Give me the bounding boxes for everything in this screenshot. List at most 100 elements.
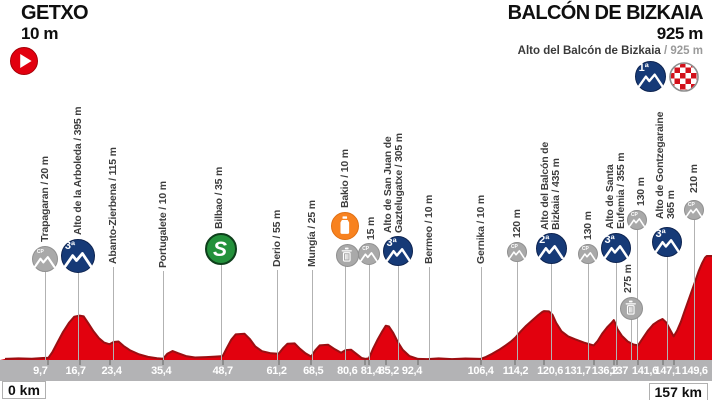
distance-tick-mark xyxy=(543,360,546,365)
climb-category-label: 3ª xyxy=(655,228,666,240)
waypoint-connector-line xyxy=(163,271,164,360)
climb-category-label: 3ª xyxy=(64,240,76,252)
waypoint-label-line: 210 m xyxy=(687,164,700,193)
waypoint-label-line: Mungía / 25 m xyxy=(305,200,318,267)
waypoint-label: Alto de Gontzegaraine 365 m xyxy=(654,112,677,219)
distance-tick-label: 149,6 xyxy=(681,365,708,377)
cp-label: CP xyxy=(362,245,370,252)
distance-tick-mark xyxy=(108,360,111,365)
distance-tick-label: 92,4 xyxy=(401,365,423,377)
distance-tick-mark xyxy=(364,360,367,365)
distance-tick-mark xyxy=(417,360,420,365)
mountain-icon xyxy=(629,217,645,227)
distance-tick-label: 23,4 xyxy=(101,365,122,377)
category-1-climb-icon: 1ª xyxy=(635,61,666,92)
waypoint-label: 120 m xyxy=(510,209,523,238)
trash-icon xyxy=(625,300,637,315)
distance-tick-label: 16,7 xyxy=(65,365,87,377)
waypoint-label-line: 275 m xyxy=(621,264,634,293)
distance-tick-mark xyxy=(221,360,224,365)
waypoint-label: Trapagaran / 20 m xyxy=(39,156,51,242)
start-town-name: GETXO xyxy=(21,2,89,24)
stage-start-icon xyxy=(10,47,38,75)
waypoint-label-line: Bermeo / 10 m xyxy=(422,194,435,264)
finish-name: BALCÓN DE BIZKAIA xyxy=(507,2,704,24)
waypoint-connector-line xyxy=(312,270,313,360)
waypoint-label-line: Alto de la Arboleda / 395 m xyxy=(71,106,84,235)
distance-tick-label: 61,2 xyxy=(266,365,287,377)
bottle-icon xyxy=(340,216,350,235)
trash-icon xyxy=(341,247,353,262)
waypoint-label-line: Eufemia / 355 m xyxy=(615,152,627,229)
waypoint-label-line: 120 m xyxy=(510,209,523,238)
checkpoint-hill-icon: CP xyxy=(32,246,58,272)
waypoint-label: Derio / 55 m xyxy=(270,209,283,267)
distance-bar xyxy=(0,360,712,381)
waypoint-label-line: Bilbao / 35 m xyxy=(212,166,225,229)
waypoint-label-line: 15 m xyxy=(364,216,377,240)
distance-tick-label: 114,2 xyxy=(502,365,529,377)
distance-tick-mark xyxy=(672,360,675,365)
waypoint-label: 130 m xyxy=(582,211,594,240)
category-climb-icon: 2ª xyxy=(535,232,567,264)
checkpoint-hill-icon: CP xyxy=(627,210,647,230)
distance-tick-mark xyxy=(47,360,50,365)
waypoint-label-line: Gaztelugatxe / 305 m xyxy=(393,133,405,233)
litter-zone-icon xyxy=(335,243,359,267)
finish-altitude: 925 m xyxy=(656,24,704,43)
waypoint-label: Alto de Santa Eufemia / 355 m xyxy=(604,152,627,229)
checkpoint-hill-icon: CP xyxy=(578,244,598,264)
cp-label: CP xyxy=(687,202,695,209)
finish-subtitle-name: Alto del Balcón de Bizkaia xyxy=(517,45,661,57)
distance-tick-label: 81,4 xyxy=(360,365,382,377)
waypoint-connector-line xyxy=(637,229,638,360)
km-zero-label: 0 km xyxy=(2,381,46,399)
distance-tick-mark xyxy=(661,360,664,365)
waypoint-label: Portugalete / 10 m xyxy=(156,181,169,268)
distance-tick-label: 136,2 xyxy=(591,365,618,377)
waypoint-connector-line xyxy=(631,318,632,360)
cp-label: CP xyxy=(510,244,518,251)
finish-subtitle: Alto del Balcón de Bizkaia / 925 m xyxy=(508,45,703,57)
waypoint-label-line: 365 m xyxy=(665,190,677,219)
distance-tick-mark xyxy=(612,360,615,365)
waypoint-label: Alto de San Juan de Gaztelugatxe / 305 m xyxy=(382,133,405,233)
finish-subtitle-altitude: / 925 m xyxy=(660,45,703,57)
mountain-icon xyxy=(603,244,629,259)
waypoint-connector-line xyxy=(277,270,278,360)
distance-tick-mark xyxy=(514,360,517,365)
profile-outline xyxy=(4,255,712,361)
distance-tick-label: 80,6 xyxy=(337,365,358,377)
mountain-icon xyxy=(538,244,564,259)
feed-zone-icon xyxy=(331,212,359,240)
distance-tick-mark xyxy=(277,360,280,365)
waypoint-label: Bermeo / 10 m xyxy=(422,194,435,264)
distance-tick-mark xyxy=(592,360,595,365)
category-climb-icon: 3ª xyxy=(61,239,95,273)
category-climb-icon: 3ª xyxy=(652,227,682,257)
waypoint-label: Bakio / 10 m xyxy=(338,149,351,208)
waypoint-connector-line xyxy=(551,262,552,360)
waypoint-label-line: Portugalete / 10 m xyxy=(156,181,169,268)
mountain-icon xyxy=(637,73,664,88)
start-altitude: 10 m xyxy=(21,24,59,43)
waypoint-label: Mungía / 25 m xyxy=(305,200,318,267)
distance-tick-mark xyxy=(616,360,619,365)
distance-tick-label: 48,7 xyxy=(212,365,234,377)
distance-tick-label: 141,6 xyxy=(631,365,658,377)
waypoint-label: Alto de la Arboleda / 395 m xyxy=(71,106,84,235)
climb-category-label: 3ª xyxy=(604,234,615,246)
waypoint-label: 210 m xyxy=(687,164,700,193)
distance-tick-label: 131,7 xyxy=(564,365,591,377)
cp-label: CP xyxy=(630,212,638,219)
category-climb-icon: 3ª xyxy=(601,233,631,263)
waypoint-label: 275 m xyxy=(621,264,634,293)
waypoint-label-line: Derio / 55 m xyxy=(270,209,283,267)
waypoint-connector-line xyxy=(429,267,430,360)
waypoint-connector-line xyxy=(517,261,518,360)
mountain-icon xyxy=(686,207,702,217)
waypoint-label-line: Bakio / 10 m xyxy=(338,149,351,208)
checkpoint-hill-icon: CP xyxy=(358,243,380,265)
start-header: GETXO 10 m xyxy=(21,2,89,44)
